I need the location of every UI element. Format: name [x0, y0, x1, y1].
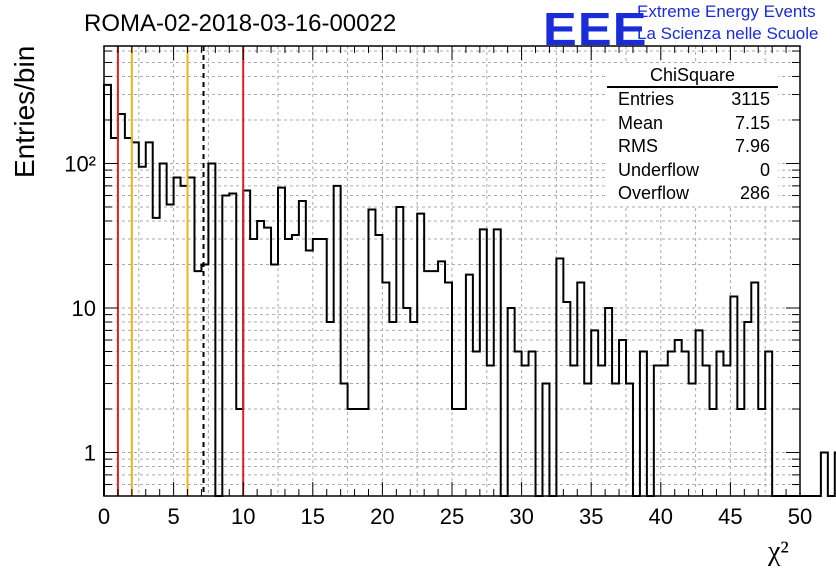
brand-line-1: Extreme Energy Events [637, 2, 816, 21]
x-tick-label: 35 [579, 504, 603, 529]
x-tick-label: 20 [370, 504, 394, 529]
stats-key: Entries [618, 89, 675, 109]
x-axis-label: χ² [768, 536, 789, 567]
x-tick-label: 25 [440, 504, 464, 529]
stats-row-overflow: Overflow 286 [607, 182, 778, 206]
stats-value: 0 [759, 159, 770, 180]
y-tick-label: 10² [64, 151, 96, 176]
brand-line-2: La Scienza nelle Scuole [637, 24, 819, 43]
y-tick-label: 1 [84, 440, 96, 465]
x-tick-label: 50 [788, 504, 812, 529]
y-axis-label: Entries/bin [9, 45, 40, 178]
stats-key: RMS [618, 136, 658, 156]
x-tick-label: 15 [301, 504, 325, 529]
histogram-series [103, 83, 836, 497]
stats-row-entries: Entries 3115 [607, 88, 778, 112]
stats-row-underflow: Underflow 0 [607, 159, 778, 183]
stats-title: ChiSquare [607, 64, 778, 88]
eee-logo: EEE [543, 3, 648, 55]
x-tick-label: 10 [231, 504, 255, 529]
stats-value: 286 [739, 183, 770, 203]
stats-box: ChiSquare Entries 3115 Mean 7.15 RMS 7.9… [607, 64, 778, 206]
stats-row-rms: RMS 7.96 [607, 135, 778, 159]
stats-value: 3115 [731, 89, 770, 109]
x-tick-label: 5 [167, 504, 179, 529]
reference-lines [116, 46, 245, 496]
x-tick-label: 40 [649, 504, 673, 529]
stats-key: Overflow [618, 183, 690, 203]
stats-row-mean: Mean 7.15 [607, 112, 778, 136]
x-tick-label: 30 [509, 504, 533, 529]
x-tick-label: 45 [718, 504, 742, 529]
axis-ticks [103, 46, 801, 497]
stats-key: Mean [618, 112, 664, 133]
chart-title: ROMA-02-2018-03-16-00022 [84, 10, 397, 37]
stats-value: 7.96 [734, 136, 770, 156]
y-tick-label: 10 [72, 296, 96, 321]
tick-labels: 0 5 10 15 20 25 30 35 40 45 50 1 10 10² [64, 151, 812, 529]
stats-key: Underflow [618, 159, 700, 180]
x-tick-label: 0 [98, 504, 110, 529]
histogram-bins [103, 83, 836, 497]
stats-value: 7.15 [734, 112, 770, 133]
